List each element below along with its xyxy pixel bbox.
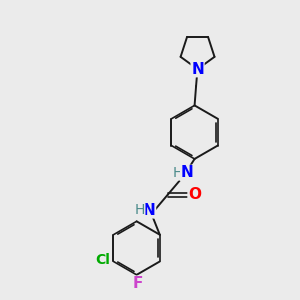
Text: Cl: Cl [96, 253, 110, 267]
Text: N: N [181, 165, 194, 180]
Text: N: N [191, 62, 204, 77]
Text: N: N [143, 203, 155, 218]
Text: O: O [188, 187, 201, 202]
Text: F: F [133, 276, 143, 291]
Text: H: H [134, 203, 145, 217]
Text: H: H [172, 166, 183, 180]
